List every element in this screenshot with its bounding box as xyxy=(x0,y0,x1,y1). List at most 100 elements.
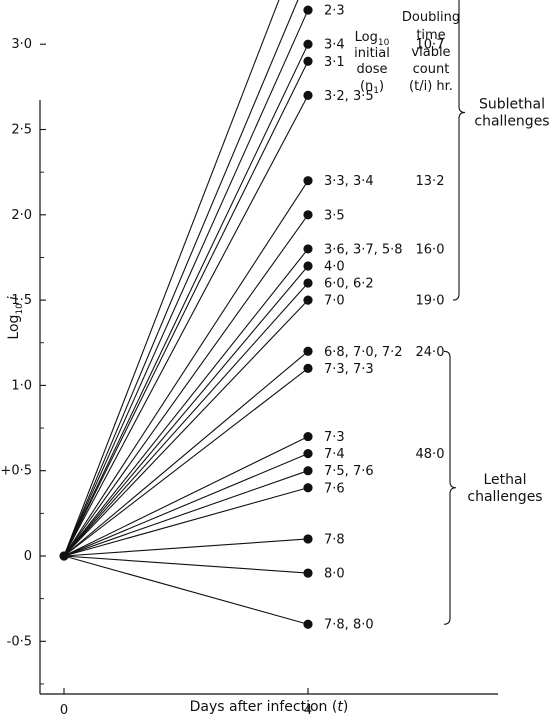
doubling-label: 13·2 xyxy=(416,174,445,189)
doubling-label: 48·0 xyxy=(416,447,445,462)
series-line xyxy=(63,43,309,557)
data-point xyxy=(303,568,313,578)
series-line xyxy=(63,180,309,557)
dose-header-line: (n1) xyxy=(360,79,384,96)
data-point xyxy=(303,278,313,288)
series-line xyxy=(63,538,309,557)
series-line xyxy=(63,367,309,557)
dose-label: 7·6 xyxy=(324,481,345,496)
dose-label: 2·3 xyxy=(324,4,345,19)
doubling-label: 16·0 xyxy=(416,242,445,257)
data-point xyxy=(303,619,313,629)
data-point xyxy=(303,363,313,373)
dose-label: 3·6, 3·7, 5·8 xyxy=(324,242,403,257)
group-label: challenges xyxy=(474,113,549,129)
y-tick-label: -0·5 xyxy=(7,634,32,649)
data-point xyxy=(303,210,313,220)
data-point xyxy=(303,295,313,305)
dose-label: 7·8, 8·0 xyxy=(324,618,374,633)
doubling-label: 24·0 xyxy=(416,345,445,360)
group-label: Sublethal xyxy=(479,96,545,112)
dose-header-line: dose xyxy=(357,62,388,77)
y-axis-title: Log10 i xyxy=(6,296,25,339)
y-tick-label: 1·0 xyxy=(11,378,32,393)
series-line xyxy=(63,555,309,574)
y-tick-label: +0·5 xyxy=(0,464,32,479)
data-point xyxy=(303,244,313,254)
doubling-label: 10·7 xyxy=(416,38,445,53)
series-line xyxy=(63,265,309,557)
y-tick-label: 2·5 xyxy=(11,123,32,138)
data-point xyxy=(303,346,313,356)
doubling-header-line: time xyxy=(416,28,445,43)
axes xyxy=(39,100,498,695)
data-points xyxy=(59,5,313,629)
dose-label: 6·8, 7·0, 7·2 xyxy=(324,345,403,360)
dose-label: 7·5, 7·6 xyxy=(324,464,374,479)
data-point xyxy=(303,261,313,271)
dose-label: 7·3 xyxy=(324,430,345,445)
dose-label: 3·2, 3·5 xyxy=(324,89,374,104)
dose-label: 7·8 xyxy=(324,532,345,547)
doubling-header-line: viable xyxy=(411,45,450,60)
series-line xyxy=(63,470,309,557)
dose-label: 3·5 xyxy=(324,208,345,223)
dose-label: 3·1 xyxy=(324,55,345,70)
data-point xyxy=(303,483,313,493)
doubling-header-line: (t/i) hr. xyxy=(409,79,453,94)
y-tick-label: 0 xyxy=(24,549,32,564)
series-line xyxy=(63,555,309,625)
data-point xyxy=(303,39,313,49)
dose-label: 6·0, 6·2 xyxy=(324,277,374,292)
series-line xyxy=(63,9,309,557)
series-line xyxy=(63,453,309,557)
y-tick-label: 3·0 xyxy=(11,37,32,52)
dose-label: 4·0 xyxy=(324,259,345,274)
series-line xyxy=(63,0,280,557)
data-point xyxy=(303,176,313,186)
doubling-label: 19·0 xyxy=(416,294,445,309)
series-line xyxy=(63,95,309,557)
series-line xyxy=(63,436,309,557)
group-bracket xyxy=(452,0,466,301)
dose-labels: 2·03·0, 3·02·33·43·13·2, 3·53·3, 3·43·53… xyxy=(324,4,403,633)
dose-label: 7·4 xyxy=(324,447,345,462)
series-line xyxy=(63,248,309,557)
doubling-header-line: Doubling xyxy=(402,10,460,25)
y-tick-label: 2·0 xyxy=(11,208,32,223)
dose-label: 7·0 xyxy=(324,294,345,309)
series-line xyxy=(63,350,309,557)
series-line xyxy=(63,282,309,557)
axis-titles: Days after infection (t) Log10 i xyxy=(6,296,348,715)
group-label: Lethal xyxy=(484,472,527,488)
doubling-time-labels: 7·710·713·216·019·024·048·0 xyxy=(416,38,445,462)
doubling-header-line: count xyxy=(413,62,450,77)
series-line xyxy=(63,214,309,557)
dose-label: 8·0 xyxy=(324,567,345,582)
dose-label: 3·3, 3·4 xyxy=(324,174,374,189)
origin-point xyxy=(59,551,69,561)
data-point xyxy=(303,449,313,459)
data-point xyxy=(303,466,313,476)
data-point xyxy=(303,5,313,15)
y-tick-labels: -0·50+0·51·01·52·02·53·03·5 xyxy=(0,37,32,649)
data-point xyxy=(303,534,313,544)
data-point xyxy=(303,56,313,66)
x-tick-label: 0 xyxy=(60,703,68,718)
dose-label: 3·4 xyxy=(324,38,345,53)
series-line xyxy=(63,0,299,557)
dose-header-line: initial xyxy=(354,46,390,61)
series-line xyxy=(63,299,309,557)
group-bracket xyxy=(443,350,457,625)
series-line xyxy=(63,61,309,557)
tick-marks xyxy=(40,43,309,694)
data-point xyxy=(303,90,313,100)
series-lines xyxy=(63,0,309,625)
x-axis-title: Days after infection (t) xyxy=(190,699,349,715)
data-point xyxy=(303,431,313,442)
group-label: challenges xyxy=(467,489,542,505)
series-line xyxy=(63,487,309,557)
